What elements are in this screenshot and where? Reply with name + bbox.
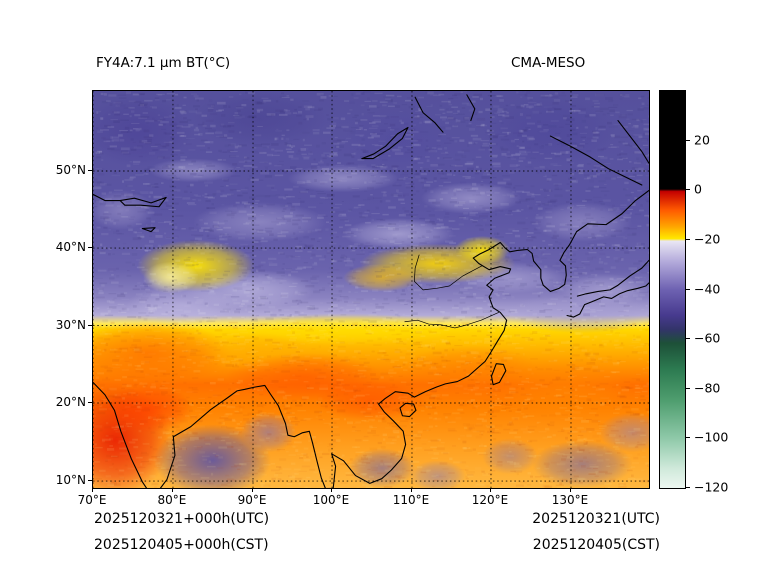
y-tick-mark [88, 169, 92, 171]
colorbar-tick-label: −80 [694, 380, 721, 396]
colorbar-tick-label: −20 [694, 231, 721, 247]
x-tick-mark [410, 488, 412, 492]
x-tick-label: 80°E [157, 493, 187, 507]
y-tick-mark [88, 402, 92, 403]
colorbar-tick-mark [686, 189, 690, 191]
x-tick-mark [92, 488, 93, 492]
colorbar [659, 90, 686, 489]
colorbar-tick-label: −120 [694, 479, 729, 495]
timestamp-cst-init: 2025120405(CST) [532, 537, 660, 553]
x-tick-label: 130°E [551, 493, 589, 507]
x-tick-mark [331, 488, 333, 492]
timestamp-cst-forecast: 2025120405+000h(CST) [94, 537, 269, 553]
map-plot-area [92, 90, 650, 489]
colorbar-tick-mark [686, 338, 690, 340]
colorbar-tick-mark [686, 487, 690, 488]
y-tick-mark [88, 247, 92, 248]
plot-title-left: FY4A:7.1 μm BT(°C) [96, 55, 231, 71]
x-tick-label: 90°E [237, 493, 267, 507]
colorbar-tick-mark [686, 238, 690, 240]
x-tick-mark [569, 488, 571, 492]
colorbar-tick-mark [686, 437, 690, 439]
brightness-temperature-field [93, 91, 649, 488]
y-tick-label: 40°N [55, 240, 86, 254]
y-tick-label: 10°N [55, 473, 86, 487]
y-tick-label: 50°N [55, 162, 86, 177]
colorbar-tick-label: −60 [694, 330, 721, 346]
plot-title-right: CMA-MESO [511, 55, 586, 71]
y-tick-mark [88, 324, 92, 326]
y-tick-label: 30°N [55, 317, 86, 332]
x-tick-label: 100°E [312, 493, 350, 507]
x-tick-mark [252, 488, 254, 492]
y-tick-label: 20°N [55, 395, 86, 409]
colorbar-tick-label: 0 [694, 181, 702, 197]
colorbar-tick-label: −40 [694, 281, 721, 296]
colorbar-tick-mark [686, 387, 690, 389]
colorbar-tick-label: 20 [694, 132, 710, 148]
colorbar-tick-label: −100 [694, 429, 729, 445]
y-tick-mark [88, 480, 92, 481]
x-tick-mark [171, 488, 173, 492]
colorbar-tick-mark [686, 139, 690, 141]
x-tick-label: 110°E [392, 493, 430, 507]
timestamp-utc-forecast: 2025120321+000h(UTC) [94, 511, 270, 527]
timestamp-utc-init: 2025120321(UTC) [532, 511, 660, 527]
x-tick-label: 70°E [77, 493, 107, 507]
x-tick-mark [489, 488, 491, 492]
x-tick-label: 120°E [471, 493, 509, 507]
colorbar-tick-mark [686, 288, 690, 290]
